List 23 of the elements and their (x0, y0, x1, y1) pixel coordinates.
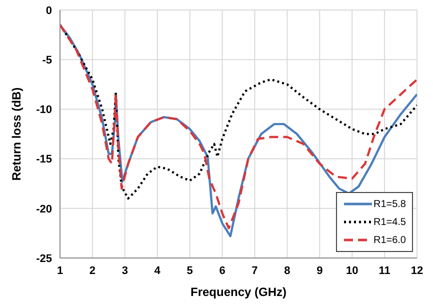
y-axis-title: Return loss (dB) (9, 87, 24, 181)
legend-label: R1=5.8 (373, 198, 406, 210)
y-tick-label: -25 (36, 252, 52, 265)
x-tick-label: 1 (56, 264, 64, 277)
legend-label: R1=6.0 (373, 234, 406, 246)
x-tick-label: 10 (346, 264, 358, 277)
x-tick-label: 9 (316, 264, 323, 277)
y-tick-label: -10 (36, 104, 52, 116)
x-tick-label: 7 (252, 264, 258, 277)
x-tick-label: 12 (410, 264, 424, 277)
x-tick-label: 8 (284, 264, 290, 277)
x-axis-title: Frequency (GHz) (190, 285, 287, 299)
x-tick-label: 6 (219, 264, 226, 277)
y-tick-label: 0 (46, 4, 52, 17)
y-tick-label: -15 (36, 154, 52, 166)
y-tick-label: -20 (36, 203, 52, 216)
y-tick-label: -5 (42, 54, 52, 67)
x-tick-label: 4 (154, 264, 162, 277)
x-tick-label: 11 (378, 264, 390, 277)
x-tick-label: 5 (186, 264, 193, 277)
x-tick-label: 3 (122, 264, 128, 277)
x-tick-label: 2 (89, 264, 96, 277)
legend-label: R1=4.5 (373, 216, 406, 228)
